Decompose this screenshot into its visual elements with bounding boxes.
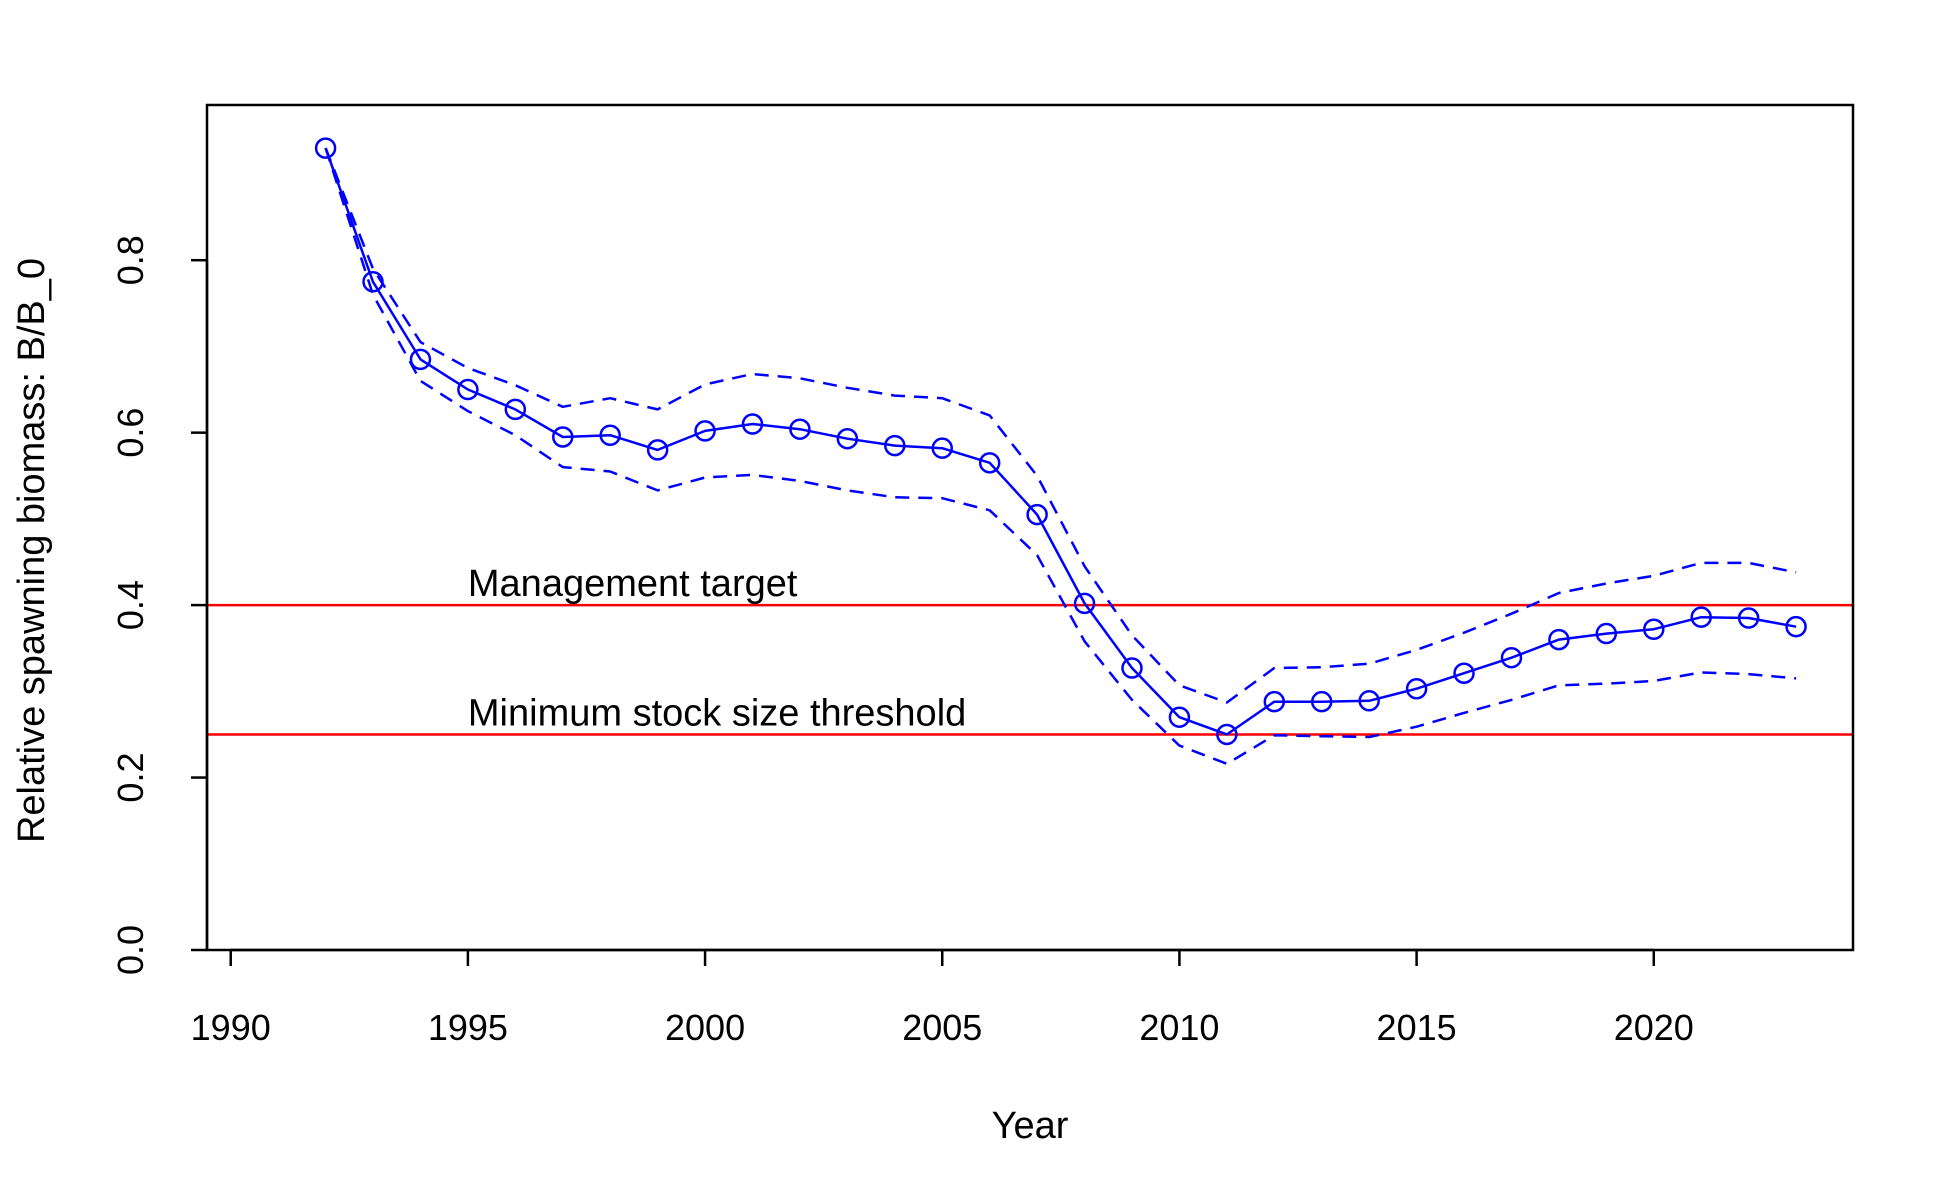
- data-point: [741, 413, 764, 435]
- x-tick-label: 2015: [1377, 1007, 1457, 1048]
- lower-interval: [324, 147, 1797, 766]
- data-point: [1168, 706, 1191, 728]
- x-tick-label: 2000: [665, 1007, 745, 1048]
- y-tick-label: 0.6: [110, 408, 151, 458]
- data-point: [978, 452, 1001, 474]
- data-point: [457, 378, 479, 401]
- y-tick-label: 0.4: [110, 580, 151, 630]
- data-point: [1500, 646, 1523, 669]
- y-tick-label: 0.8: [110, 235, 151, 285]
- reference-line-label: Management target: [468, 563, 798, 605]
- data-point: [884, 434, 906, 457]
- data-point: [836, 427, 859, 450]
- x-tick-label: 2020: [1614, 1007, 1694, 1048]
- data-point: [789, 418, 811, 440]
- plot-frame: [205, 103, 1855, 952]
- data-point: [646, 439, 669, 461]
- data-point: [552, 426, 574, 448]
- data-point: [314, 137, 337, 159]
- x-axis-title: Year: [992, 1105, 1069, 1147]
- data-point: [1737, 607, 1760, 629]
- data-point: [1595, 622, 1618, 645]
- data-point: [1310, 690, 1333, 713]
- x-tick-label: 2005: [902, 1007, 982, 1048]
- data-point: [504, 398, 527, 421]
- data-point: [1121, 657, 1143, 679]
- upper-interval: [324, 147, 1797, 704]
- data-point: [1026, 503, 1048, 526]
- data-point: [1690, 606, 1712, 628]
- data-point: [1785, 615, 1807, 638]
- data-point: [694, 420, 716, 442]
- y-tick-label: 0.0: [110, 925, 151, 975]
- data-point: [1405, 677, 1428, 700]
- y-axis-title: Relative spawning biomass: B/B_0: [11, 258, 53, 843]
- x-tick-label: 2010: [1139, 1007, 1219, 1048]
- reference-line-label: Minimum stock size threshold: [468, 692, 966, 734]
- data-point: [1358, 690, 1380, 712]
- y-axis: 0.0 0.2 0.4 0.6 0.8: [110, 235, 209, 975]
- x-tick-label: 1990: [191, 1007, 271, 1048]
- data-point: [1548, 628, 1570, 651]
- x-axis: 1990 1995 2000 2005 2010 2015 2020: [191, 948, 1694, 1048]
- data-point: [1073, 592, 1096, 615]
- data-point: [1216, 723, 1238, 746]
- estimate-line: [324, 147, 1797, 736]
- data-point: [599, 424, 621, 446]
- data-point: [409, 348, 432, 371]
- data-point: [1453, 662, 1475, 684]
- y-tick-label: 0.2: [110, 753, 151, 803]
- data-point: [1263, 690, 1286, 713]
- data-point: [931, 437, 953, 459]
- data-point: [1643, 618, 1665, 640]
- reference-lines: Management target Minimum stock size thre…: [207, 563, 1853, 736]
- x-tick-label: 1995: [428, 1007, 508, 1048]
- series-layer: [314, 137, 1807, 766]
